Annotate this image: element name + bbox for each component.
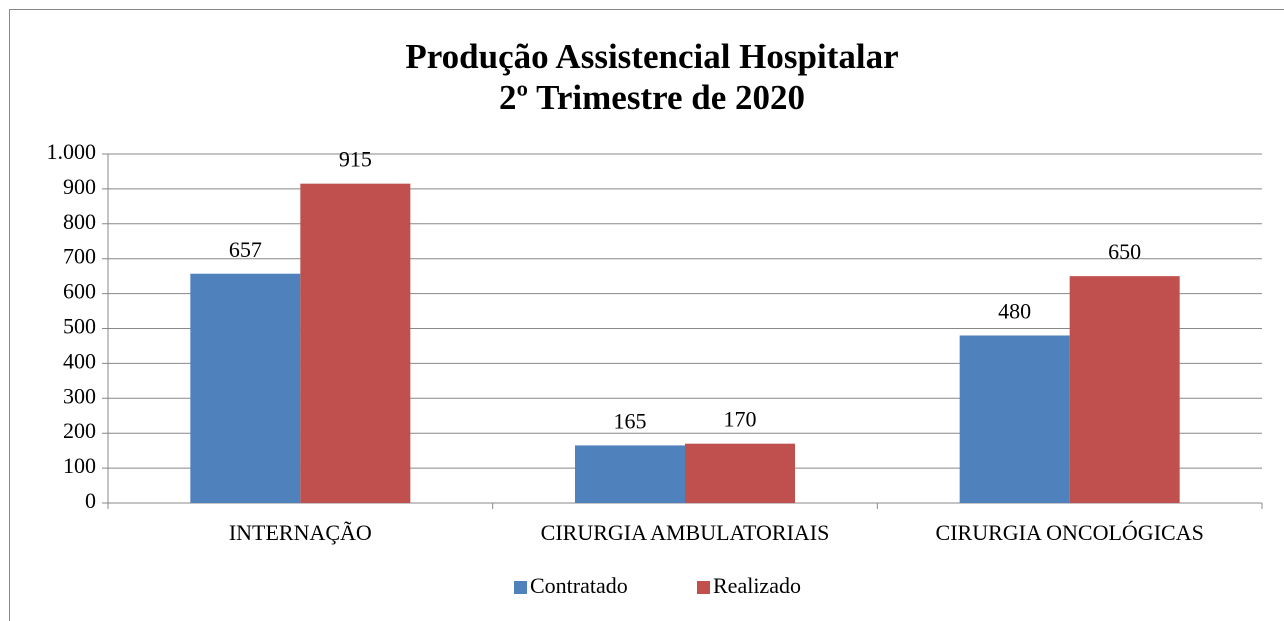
chart-border <box>9 9 1284 621</box>
legend-swatch <box>514 581 527 594</box>
y-tick-label: 600 <box>63 279 96 304</box>
bar <box>1069 276 1180 503</box>
bar <box>190 273 301 503</box>
legend-label: Contratado <box>530 573 628 598</box>
y-tick-label: 900 <box>63 174 96 199</box>
bar <box>959 335 1070 503</box>
y-tick-label: 100 <box>63 453 96 478</box>
chart-title: 2º Trimestre de 2020 <box>499 78 805 117</box>
y-tick-label: 0 <box>85 488 96 513</box>
y-tick-label: 700 <box>63 244 96 269</box>
y-tick-label: 400 <box>63 348 96 373</box>
value-label: 657 <box>229 237 262 262</box>
legend-label: Realizado <box>713 573 801 598</box>
bar <box>300 183 411 504</box>
y-tick-label: 500 <box>63 314 96 339</box>
value-label: 170 <box>724 407 757 432</box>
y-tick-label: 1.000 <box>47 139 97 164</box>
bar <box>575 445 685 503</box>
value-label: 165 <box>614 408 647 433</box>
value-label: 480 <box>998 299 1031 324</box>
value-label: 650 <box>1108 239 1141 264</box>
y-tick-label: 300 <box>63 383 96 408</box>
x-tick-label: INTERNAÇÃO <box>229 520 372 545</box>
y-tick-label: 200 <box>63 418 96 443</box>
x-tick-label: CIRURGIA AMBULATORIAIS <box>541 520 830 545</box>
bar <box>685 443 795 503</box>
y-tick-label: 800 <box>63 209 96 234</box>
value-label: 915 <box>339 147 372 172</box>
chart-title: Produção Assistencial Hospitalar <box>405 37 898 76</box>
x-tick-label: CIRURGIA ONCOLÓGICAS <box>936 520 1204 545</box>
legend-swatch <box>697 581 710 594</box>
